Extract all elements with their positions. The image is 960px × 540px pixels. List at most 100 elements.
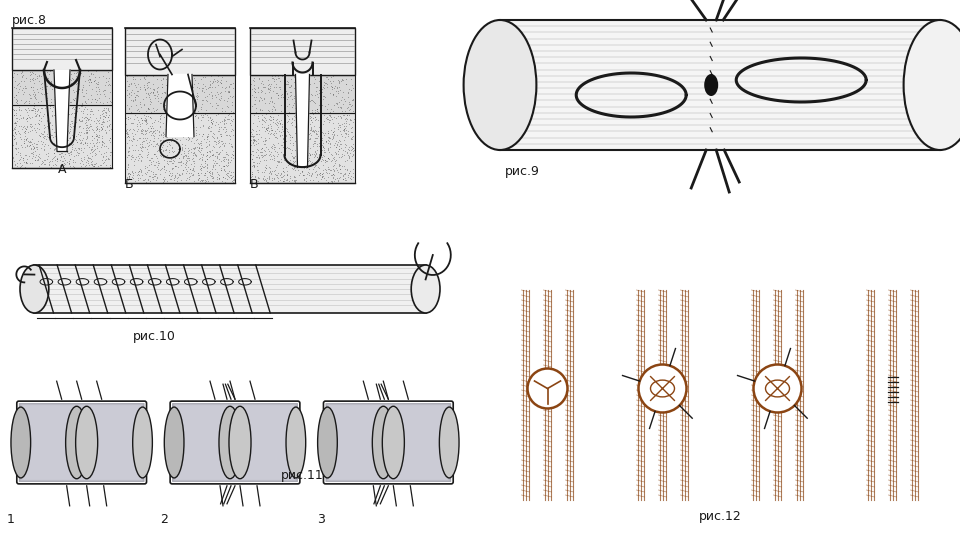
Point [81,116,96,125]
Point [167,102,182,111]
Point [37,82,53,90]
Point [312,123,327,132]
Point [266,153,281,162]
Point [213,130,228,138]
Point [315,120,330,129]
Point [79,125,94,134]
Point [220,158,235,166]
Point [226,174,241,183]
Point [271,169,286,178]
Point [46,73,61,82]
Point [94,109,109,118]
Point [142,94,157,103]
Point [152,136,167,144]
Point [179,107,194,116]
Point [36,160,52,169]
Point [321,163,336,171]
Point [94,156,109,164]
Point [309,170,324,178]
Point [211,95,227,104]
Point [57,88,72,97]
Point [204,94,219,103]
Point [61,138,77,147]
Point [86,161,102,170]
Point [13,113,29,122]
Point [144,129,159,138]
Point [261,174,276,183]
Point [15,90,31,98]
Point [39,111,55,119]
Point [329,99,345,108]
Point [323,166,338,174]
Point [187,151,203,159]
Point [247,160,262,169]
Point [319,157,334,165]
Point [86,117,102,126]
Point [119,101,134,110]
Point [333,103,348,111]
Point [144,173,159,181]
Point [324,151,340,160]
Point [318,155,333,164]
Point [15,113,31,122]
Point [218,128,233,137]
Point [36,124,52,132]
Point [217,106,232,115]
Point [294,92,309,100]
Text: В: В [250,178,258,191]
Point [341,171,356,179]
Point [289,176,304,184]
Point [245,91,260,100]
Point [154,83,169,92]
Point [156,75,171,83]
Point [134,171,150,179]
Point [341,120,356,129]
Point [95,106,110,114]
Point [214,139,229,148]
Point [74,112,89,121]
Point [266,73,281,82]
Point [295,167,310,176]
Point [179,169,194,178]
Point [74,100,89,109]
Point [19,114,35,123]
Point [101,76,116,85]
Point [312,169,327,178]
Point [188,136,204,144]
Point [52,143,67,152]
Point [132,82,147,91]
Point [255,83,271,91]
Point [261,151,276,159]
Point [210,150,226,159]
Point [134,152,150,161]
Point [246,137,261,145]
Point [36,145,52,154]
Point [150,117,165,126]
Point [145,137,160,145]
Point [19,105,35,114]
Point [29,140,44,149]
Point [313,121,328,130]
Point [130,167,145,176]
Point [46,138,61,147]
Point [90,161,106,170]
Point [320,129,335,137]
Point [146,127,161,136]
Point [287,87,302,96]
Point [96,138,111,147]
Point [204,174,220,183]
Point [220,131,235,139]
Point [130,152,145,160]
Point [306,97,322,106]
Point [246,80,261,89]
Point [346,84,361,92]
Point [76,83,91,92]
Point [83,69,98,77]
Point [65,158,81,167]
Point [52,130,67,139]
Point [177,147,192,156]
Point [314,154,329,163]
Point [281,100,297,109]
FancyBboxPatch shape [328,404,448,481]
Point [344,75,359,83]
